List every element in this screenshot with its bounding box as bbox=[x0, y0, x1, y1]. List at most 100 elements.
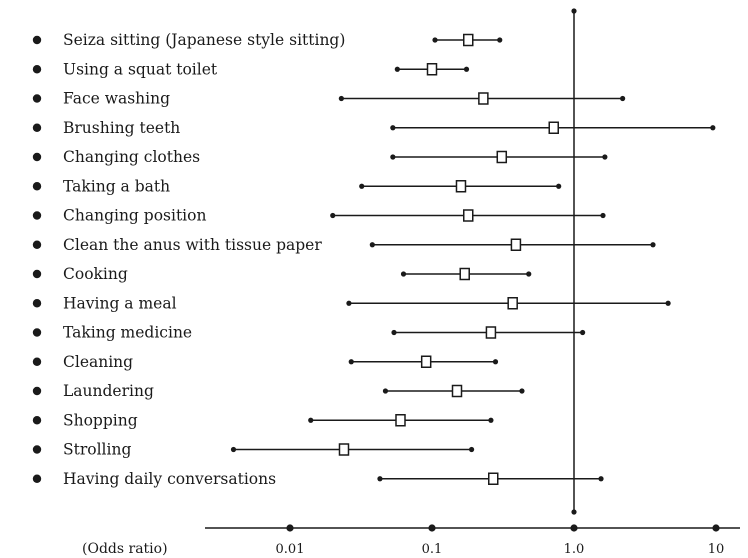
ci-upper-end bbox=[650, 242, 656, 248]
row-label: Shopping bbox=[63, 411, 138, 429]
row-label: Having daily conversations bbox=[63, 470, 276, 488]
row-label: Face washing bbox=[63, 90, 170, 108]
ci-lower-end bbox=[359, 183, 365, 189]
bullet-dot bbox=[32, 386, 42, 396]
odds-ratio-marker bbox=[426, 63, 438, 76]
ci-upper-end bbox=[620, 95, 626, 102]
row-label: Changing clothes bbox=[63, 148, 200, 166]
row-label: Using a squat toilet bbox=[63, 60, 218, 78]
bullet-dot bbox=[32, 445, 42, 454]
ci-upper-end bbox=[492, 359, 499, 365]
forest-row: Face washing bbox=[32, 90, 626, 108]
forest-row: Taking medicine bbox=[32, 324, 586, 342]
x-tick-mark bbox=[712, 524, 720, 532]
reference-line-bottom-end bbox=[571, 509, 577, 515]
bullet-dot bbox=[32, 299, 42, 308]
forest-row: Having a meal bbox=[32, 294, 671, 312]
row-label: Cooking bbox=[63, 265, 128, 283]
bullet-dot bbox=[32, 211, 42, 220]
ci-lower-end bbox=[391, 329, 397, 336]
ci-upper-end bbox=[598, 476, 604, 482]
odds-ratio-marker bbox=[478, 92, 489, 105]
ci-upper-end bbox=[497, 37, 503, 43]
x-tick-mark bbox=[428, 524, 436, 532]
forest-row: Using a squat toilet bbox=[32, 60, 470, 78]
bullet-dot bbox=[32, 152, 42, 162]
row-label: Brushing teeth bbox=[63, 119, 180, 137]
ci-upper-end bbox=[665, 300, 671, 306]
ci-upper-end bbox=[602, 154, 608, 160]
ci-upper-end bbox=[710, 125, 716, 131]
bullet-dot bbox=[32, 35, 42, 45]
odds-ratio-marker bbox=[459, 267, 470, 281]
ci-lower-end bbox=[308, 417, 314, 423]
row-label: Seiza sitting (Japanese style sitting) bbox=[63, 31, 345, 49]
forest-row: Seiza sitting (Japanese style sitting) bbox=[32, 31, 503, 49]
ci-lower-end bbox=[338, 95, 344, 102]
ci-lower-end bbox=[400, 271, 407, 277]
ci-upper-end bbox=[468, 446, 475, 453]
x-tick-mark bbox=[570, 524, 578, 532]
forest-row: Having daily conversations bbox=[32, 470, 604, 488]
odds-ratio-marker bbox=[496, 150, 508, 164]
bullet-dot bbox=[32, 474, 42, 483]
forest-row: Shopping bbox=[32, 411, 494, 429]
rows-layer: Seiza sitting (Japanese style sitting) Us… bbox=[32, 31, 716, 488]
odds-ratio-marker bbox=[338, 443, 350, 456]
odds-ratio-marker bbox=[462, 209, 474, 222]
row-label: Taking medicine bbox=[63, 324, 192, 342]
ci-lower-end bbox=[330, 212, 336, 219]
ci-upper-end bbox=[526, 271, 532, 277]
bullet-dot bbox=[32, 182, 42, 191]
ci-lower-end bbox=[346, 300, 352, 306]
ci-lower-end bbox=[348, 359, 354, 365]
forest-row: Taking a bath bbox=[32, 177, 562, 195]
ci-upper-end bbox=[488, 417, 494, 423]
forest-row: Strolling bbox=[32, 441, 475, 459]
row-label: Taking a bath bbox=[63, 177, 170, 195]
odds-ratio-marker bbox=[548, 121, 559, 134]
bullet-dot bbox=[32, 328, 42, 337]
odds-ratio-marker bbox=[485, 326, 497, 339]
ci-lower-end bbox=[390, 154, 396, 160]
x-tick-label: 0.1 bbox=[422, 542, 443, 557]
ci-upper-end bbox=[519, 388, 525, 394]
row-label: Having a meal bbox=[63, 294, 177, 312]
bullet-dot bbox=[32, 357, 42, 366]
odds-ratio-marker bbox=[462, 33, 474, 47]
forest-row: Brushing teeth bbox=[32, 119, 716, 137]
row-label: Clean the anus with tissue paper bbox=[63, 236, 322, 254]
row-label: Changing position bbox=[63, 207, 206, 225]
x-tick-label: 10 bbox=[708, 542, 725, 557]
row-label: Laundering bbox=[63, 382, 154, 400]
reference-line-top-end bbox=[571, 8, 577, 14]
ci-upper-end bbox=[556, 183, 562, 189]
ci-lower-end bbox=[432, 37, 438, 43]
ci-lower-end bbox=[230, 446, 237, 453]
x-axis-label: (Odds ratio) bbox=[82, 541, 168, 557]
ci-upper-end bbox=[463, 66, 470, 72]
ci-lower-end bbox=[394, 66, 400, 72]
x-tick-mark bbox=[286, 524, 294, 532]
forest-row: Laundering bbox=[32, 382, 525, 400]
ci-upper-end bbox=[600, 212, 606, 219]
odds-ratio-marker bbox=[488, 472, 499, 485]
ci-lower-end bbox=[382, 388, 389, 394]
bullet-dot bbox=[32, 65, 42, 74]
forest-row: Cooking bbox=[32, 265, 532, 283]
odds-ratio-marker bbox=[451, 384, 463, 398]
bullet-dot bbox=[32, 416, 42, 425]
bullet-dot bbox=[32, 94, 42, 103]
forest-row: Clean the anus with tissue paper bbox=[32, 236, 656, 254]
x-tick-label: 1.0 bbox=[564, 542, 585, 557]
bullet-dot bbox=[32, 240, 42, 249]
odds-ratio-marker bbox=[395, 414, 406, 427]
odds-ratio-marker bbox=[420, 355, 432, 368]
odds-ratio-marker bbox=[455, 180, 467, 193]
odds-ratio-marker bbox=[507, 297, 518, 310]
row-label: Cleaning bbox=[63, 353, 133, 371]
bullet-dot bbox=[32, 123, 42, 132]
forest-row: Changing clothes bbox=[32, 148, 608, 166]
row-label: Strolling bbox=[63, 441, 131, 459]
